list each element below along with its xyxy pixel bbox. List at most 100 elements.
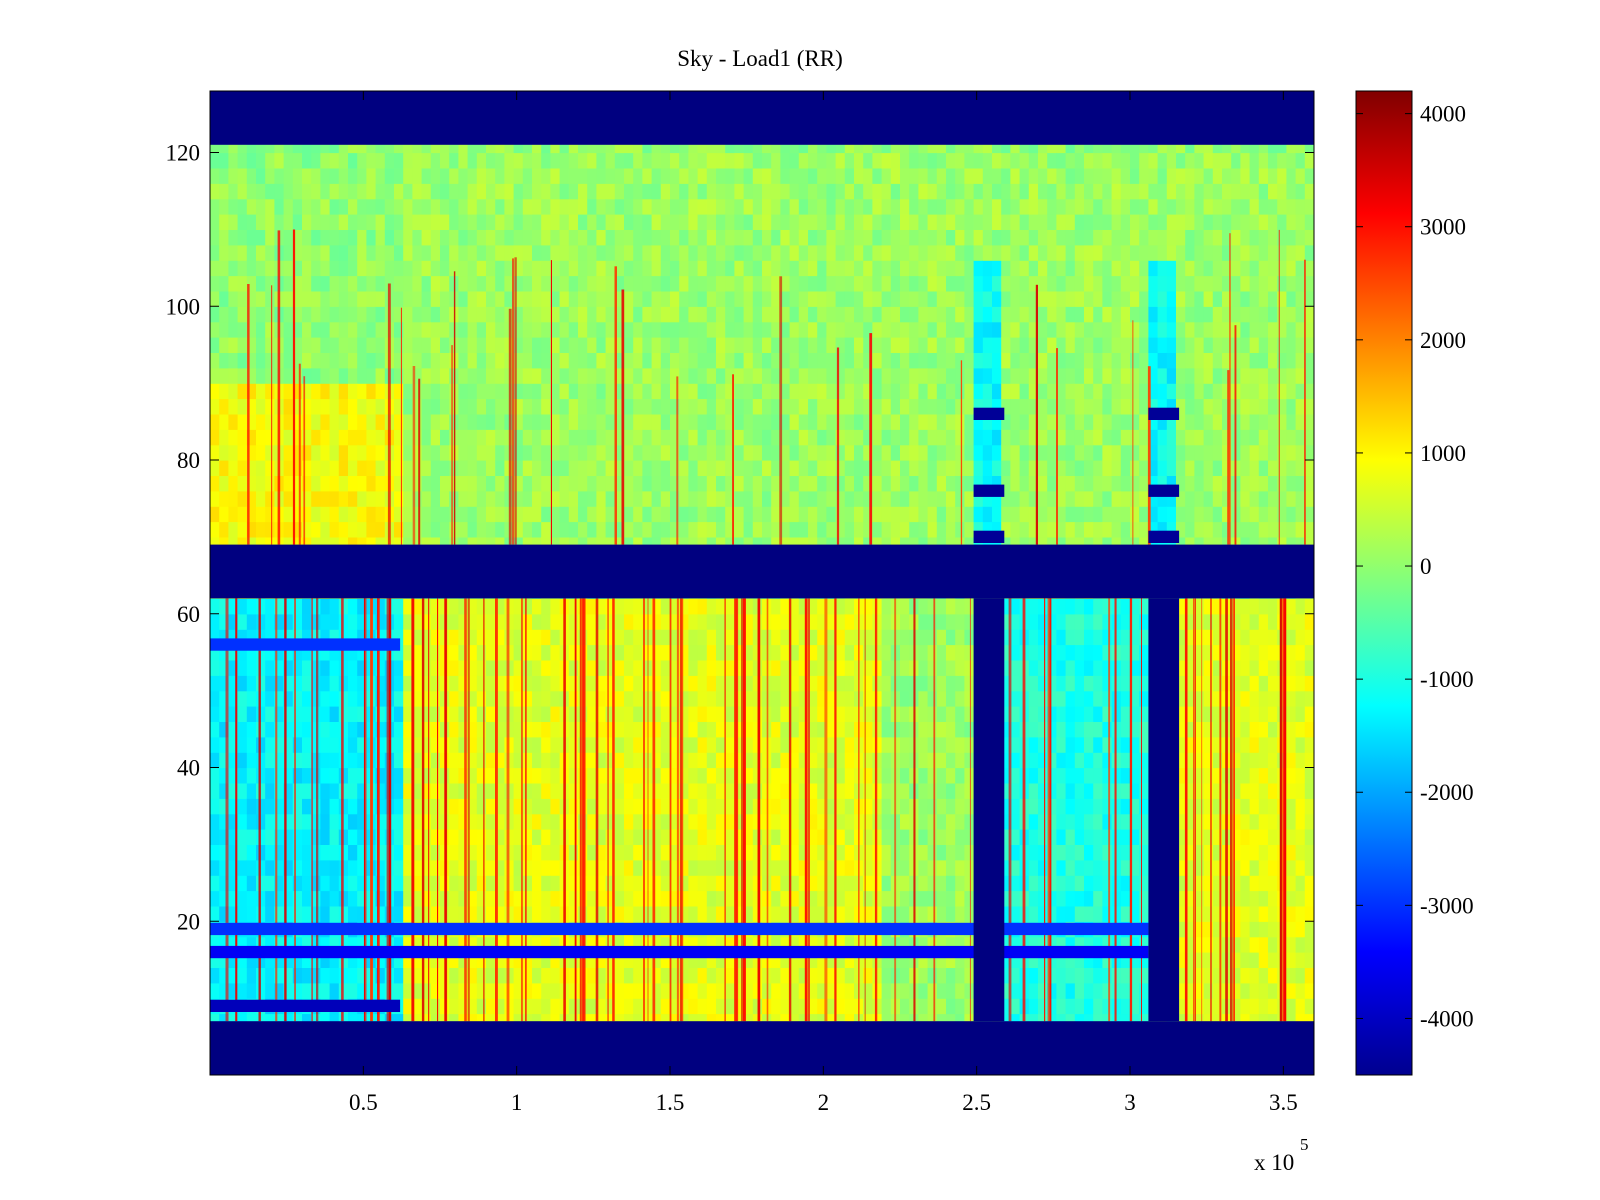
heatmap-cell: [550, 383, 561, 400]
heatmap-cell: [458, 183, 469, 200]
heatmap-cell: [900, 183, 910, 200]
heatmap-cell: [495, 952, 505, 968]
heatmap-cell: [513, 429, 524, 446]
heatmap-cell: [826, 905, 837, 922]
heatmap-cell: [817, 383, 827, 400]
heatmap-cell: [789, 475, 800, 492]
heatmap-cell: [771, 367, 781, 384]
heatmap-cell: [605, 721, 616, 738]
heatmap-cell: [256, 490, 266, 507]
heatmap-cell: [541, 875, 551, 892]
heatmap-cell: [863, 152, 873, 169]
heatmap-cell: [283, 321, 294, 338]
heatmap-cell: [210, 352, 220, 369]
heatmap-cell: [559, 152, 570, 169]
heatmap-cell: [541, 829, 551, 845]
heatmap-cell: [476, 690, 487, 707]
heatmap-cell: [403, 936, 413, 953]
heatmap-cell: [578, 460, 588, 476]
heatmap-cell: [210, 475, 220, 492]
heatmap-cell: [311, 367, 321, 384]
heatmap-cell: [394, 752, 404, 769]
heatmap-cell: [550, 905, 561, 922]
heatmap-cell: [734, 659, 745, 676]
heatmap-cell: [219, 460, 229, 476]
heatmap-cell: [357, 337, 367, 353]
heatmap-cell: [844, 644, 855, 661]
heatmap-cell: [651, 429, 662, 446]
heatmap-cell: [596, 936, 607, 953]
heatmap-cell: [559, 214, 570, 230]
heatmap-cell: [246, 659, 257, 676]
heatmap-cell: [550, 275, 561, 292]
heatmap-cell: [430, 598, 441, 615]
heatmap-cell: [596, 752, 607, 769]
heatmap-cell: [900, 398, 910, 415]
heatmap-cell: [835, 982, 846, 999]
heatmap-cell: [743, 782, 754, 799]
heatmap-cell: [863, 798, 873, 815]
heatmap-cell: [237, 321, 248, 338]
heatmap-cell: [633, 767, 643, 784]
heatmap-cell: [752, 490, 763, 507]
heatmap-cell: [624, 352, 634, 369]
heatmap-cell: [430, 352, 441, 369]
heatmap-cell: [366, 137, 377, 154]
heatmap-cell: [449, 675, 459, 692]
heatmap-cell: [348, 521, 358, 538]
heatmap-cell: [302, 198, 312, 215]
heatmap-cell: [237, 229, 248, 246]
heatmap-cell: [495, 967, 505, 984]
heatmap-cell: [256, 460, 266, 476]
heatmap-cell: [486, 383, 496, 400]
heatmap-cell: [789, 167, 800, 184]
heatmap-cell: [541, 952, 551, 968]
heatmap-cell: [697, 352, 708, 369]
heatmap-cell: [522, 798, 533, 815]
heatmap-cell: [394, 521, 404, 538]
heatmap-cell: [568, 736, 579, 753]
heatmap-cell: [394, 167, 404, 184]
heatmap-cell: [651, 952, 662, 968]
heatmap-cell: [430, 167, 441, 184]
heatmap-cell: [320, 337, 331, 353]
heatmap-cell: [394, 444, 404, 461]
heatmap-cell: [394, 844, 404, 861]
heatmap-cell: [587, 936, 597, 953]
heatmap-cell: [596, 798, 607, 815]
heatmap-cell: [872, 413, 883, 430]
heatmap-cell: [614, 444, 625, 461]
heatmap-cell: [918, 905, 929, 922]
heatmap-cell: [265, 321, 275, 338]
heatmap-cell: [421, 413, 432, 430]
heatmap-cell: [329, 629, 340, 646]
heatmap-cell: [513, 306, 524, 323]
heatmap-cell: [458, 444, 469, 461]
heatmap-cell: [541, 844, 551, 861]
heatmap-cell: [375, 844, 386, 861]
heatmap-cell: [780, 982, 791, 999]
heatmap-cell: [421, 936, 432, 953]
heatmap-cell: [210, 383, 220, 400]
heatmap-cell: [835, 736, 846, 753]
heatmap-cell: [228, 152, 239, 169]
heatmap-cell: [918, 337, 929, 353]
heatmap-cell: [826, 752, 837, 769]
heatmap-cell: [817, 413, 827, 430]
heatmap-cell: [329, 321, 340, 338]
heatmap-cell: [375, 290, 386, 307]
heatmap-cell: [449, 982, 459, 999]
heatmap-cell: [863, 444, 873, 461]
heatmap-cell: [256, 352, 266, 369]
heatmap-cell: [670, 690, 680, 707]
heatmap-cell: [844, 905, 855, 922]
heatmap-cell: [357, 137, 367, 154]
heatmap-cell: [844, 429, 855, 446]
heatmap-cell: [228, 475, 239, 492]
heatmap-cell: [716, 998, 726, 1015]
heatmap-cell: [835, 413, 846, 430]
heatmap-cell: [771, 383, 781, 400]
heatmap-cell: [706, 306, 717, 323]
heatmap-cell: [283, 859, 294, 876]
heatmap-cell: [449, 844, 459, 861]
